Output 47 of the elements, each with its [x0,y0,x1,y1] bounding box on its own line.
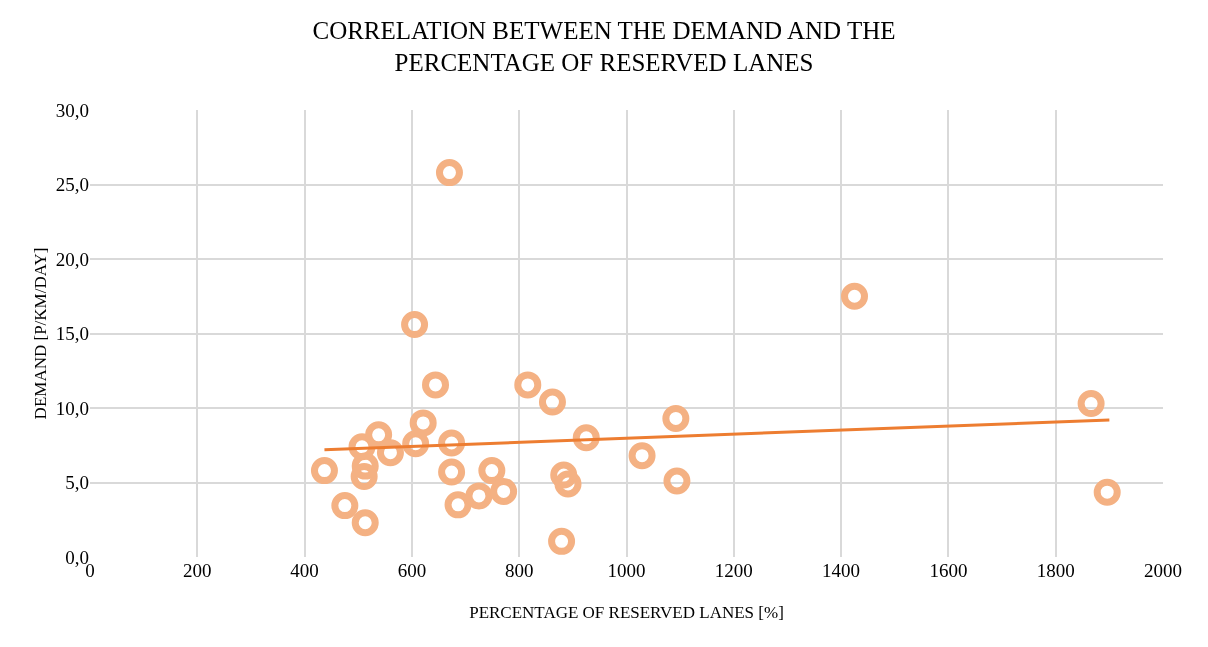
point [350,463,378,491]
x-axis-title: PERCENTAGE OF RESERVED LANES [%] [469,603,784,622]
x-tick-label: 1000 [607,560,646,581]
x-tick-label: 1200 [714,560,753,581]
point [538,388,566,416]
y-tick-label: 5,0 [65,472,89,494]
x-tick-label: 1400 [822,560,861,581]
point [422,371,450,399]
x-tick-label: 800 [504,560,534,581]
point [572,424,600,452]
x-tick-label: 1800 [1036,560,1075,581]
point [628,442,656,470]
point [351,509,379,537]
x-tick-label: 400 [290,560,319,581]
point [478,457,506,485]
chart-title: CORRELATION BETWEEN THE DEMAND AND THE PERCENTAGE OF RESERVED LANES [312,16,896,77]
y-axis-title: DEMAND [P/KM/DAY] [31,247,50,420]
point [663,467,691,495]
point [438,458,466,486]
y-tick-label: 15,0 [55,323,89,345]
point [554,470,582,498]
y-tick-label: 25,0 [55,174,89,196]
y-tick-label: 30,0 [55,99,89,121]
point [444,491,472,519]
point [351,452,379,480]
x-tick-label: 1600 [929,560,968,581]
point [1077,390,1105,418]
point [435,159,463,187]
point [331,492,359,520]
y-tick-label: 20,0 [55,248,89,270]
point [514,371,542,399]
point [402,430,430,458]
point [1093,478,1121,506]
point [841,282,869,310]
point [548,527,576,555]
point [550,461,578,489]
point [409,409,437,437]
point [310,457,338,485]
point [662,404,690,432]
point [401,311,429,339]
x-tick-label: 600 [397,560,427,581]
x-tick-label: 2000 [1144,560,1182,581]
point [465,482,493,510]
point [490,477,518,505]
x-tick-label: 200 [183,560,212,581]
point [365,421,393,449]
y-tick-label: 10,0 [55,397,89,419]
